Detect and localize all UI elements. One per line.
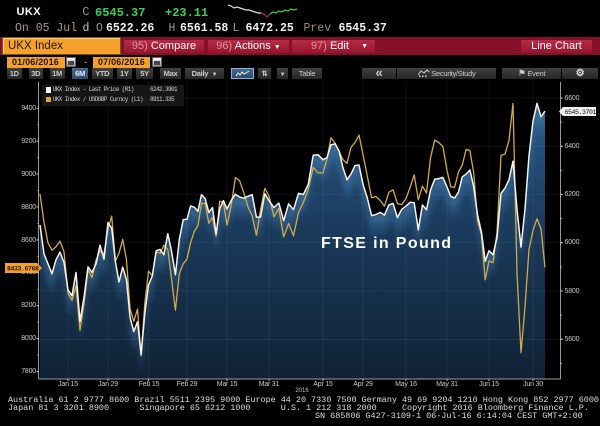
svg-text:8433.6768: 8433.6768 [7,266,39,273]
svg-text:6545.3701: 6545.3701 [565,109,597,116]
